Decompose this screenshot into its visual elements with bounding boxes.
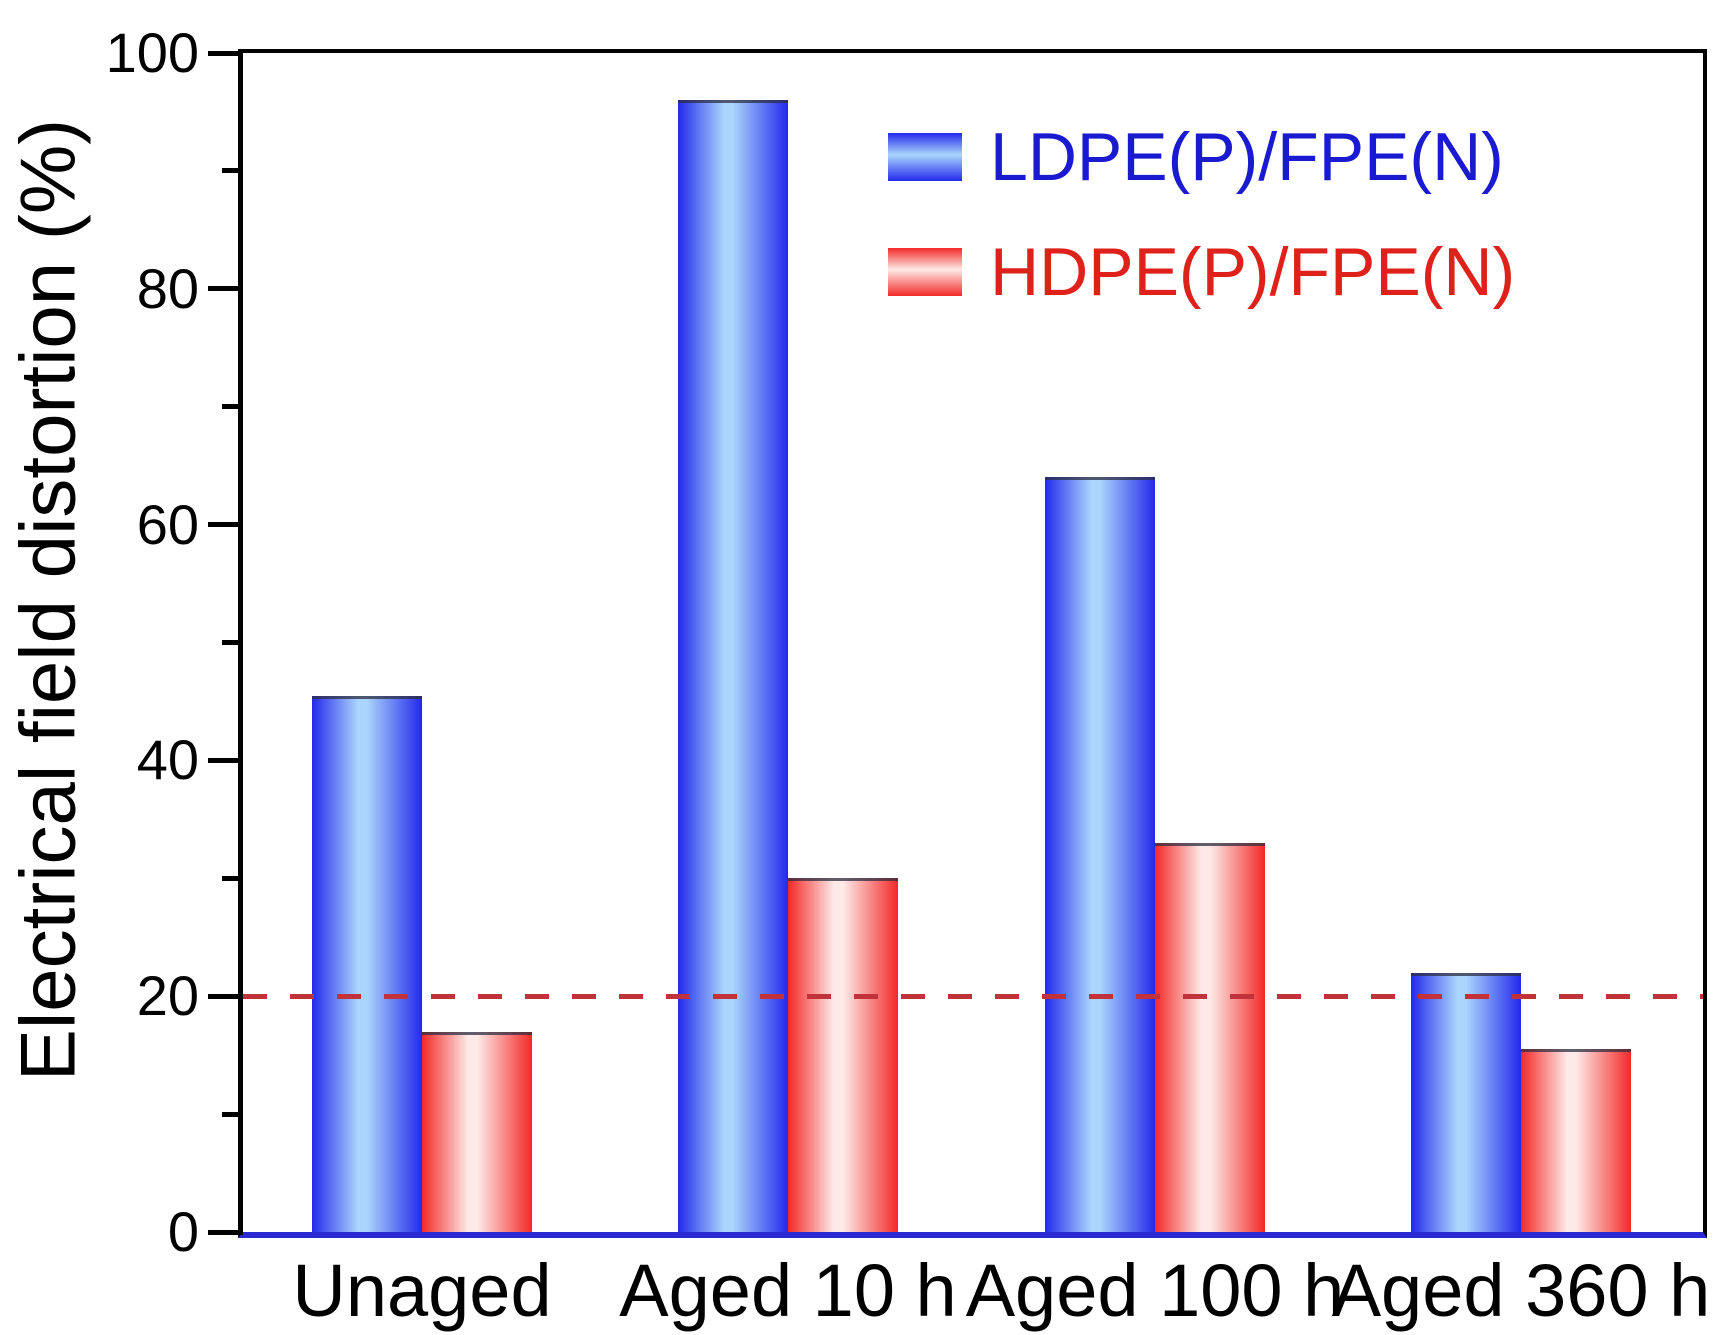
y-tick-major	[208, 50, 243, 56]
y-tick-minor	[222, 1111, 243, 1117]
legend: LDPE(P)/FPE(N) HDPE(P)/FPE(N)	[888, 123, 1515, 353]
bar-hdpe-aged-100-h	[1155, 842, 1265, 1232]
y-tick-label: 40	[136, 728, 199, 792]
legend-swatch-hdpe	[888, 248, 962, 296]
y-tick-minor	[222, 404, 243, 410]
legend-swatch-ldpe	[888, 133, 962, 181]
y-tick-minor	[222, 875, 243, 881]
reference-dashed-line	[243, 993, 1703, 999]
legend-label-hdpe: HDPE(P)/FPE(N)	[990, 234, 1516, 310]
x-tick-label-aged-100-h: Aged 100 h	[965, 1249, 1345, 1332]
bar-ldpe-aged-100-h	[1045, 477, 1155, 1232]
y-tick-label: 60	[136, 492, 199, 556]
y-tick-minor	[222, 168, 243, 174]
bar-ldpe-aged-360-h	[1411, 972, 1521, 1232]
bar-ldpe-unaged	[312, 695, 422, 1232]
y-tick-major	[208, 757, 243, 763]
legend-label-ldpe: LDPE(P)/FPE(N)	[990, 119, 1504, 195]
x-tick-label-aged-10-h: Aged 10 h	[619, 1249, 957, 1332]
bar-ldpe-aged-10-h	[678, 100, 788, 1232]
bar-hdpe-unaged	[422, 1031, 532, 1232]
y-tick-label: 100	[105, 21, 199, 84]
y-tick-label: 80	[136, 256, 199, 320]
plot-area: 0 20 40 60 80 100 Unaged Aged 10 h Aged 100 h Ag…	[106, 21, 1711, 1332]
bar-hdpe-aged-10-h	[788, 878, 898, 1232]
legend-item-ldpe: LDPE(P)/FPE(N)	[888, 123, 1515, 191]
legend-item-hdpe: HDPE(P)/FPE(N)	[888, 238, 1515, 306]
y-tick-major	[208, 993, 243, 999]
y-tick-major	[208, 286, 243, 292]
x-tick-label-unaged: Unaged	[292, 1249, 552, 1332]
y-tick-label: 20	[136, 964, 199, 1028]
x-tick-label-aged-360-h: Aged 360 h	[1331, 1249, 1711, 1332]
y-tick-major	[208, 1229, 243, 1235]
y-tick-label: 0	[167, 1200, 199, 1263]
y-tick-minor	[222, 640, 243, 645]
y-tick-major	[208, 522, 243, 528]
bar-hdpe-aged-360-h	[1521, 1049, 1631, 1232]
